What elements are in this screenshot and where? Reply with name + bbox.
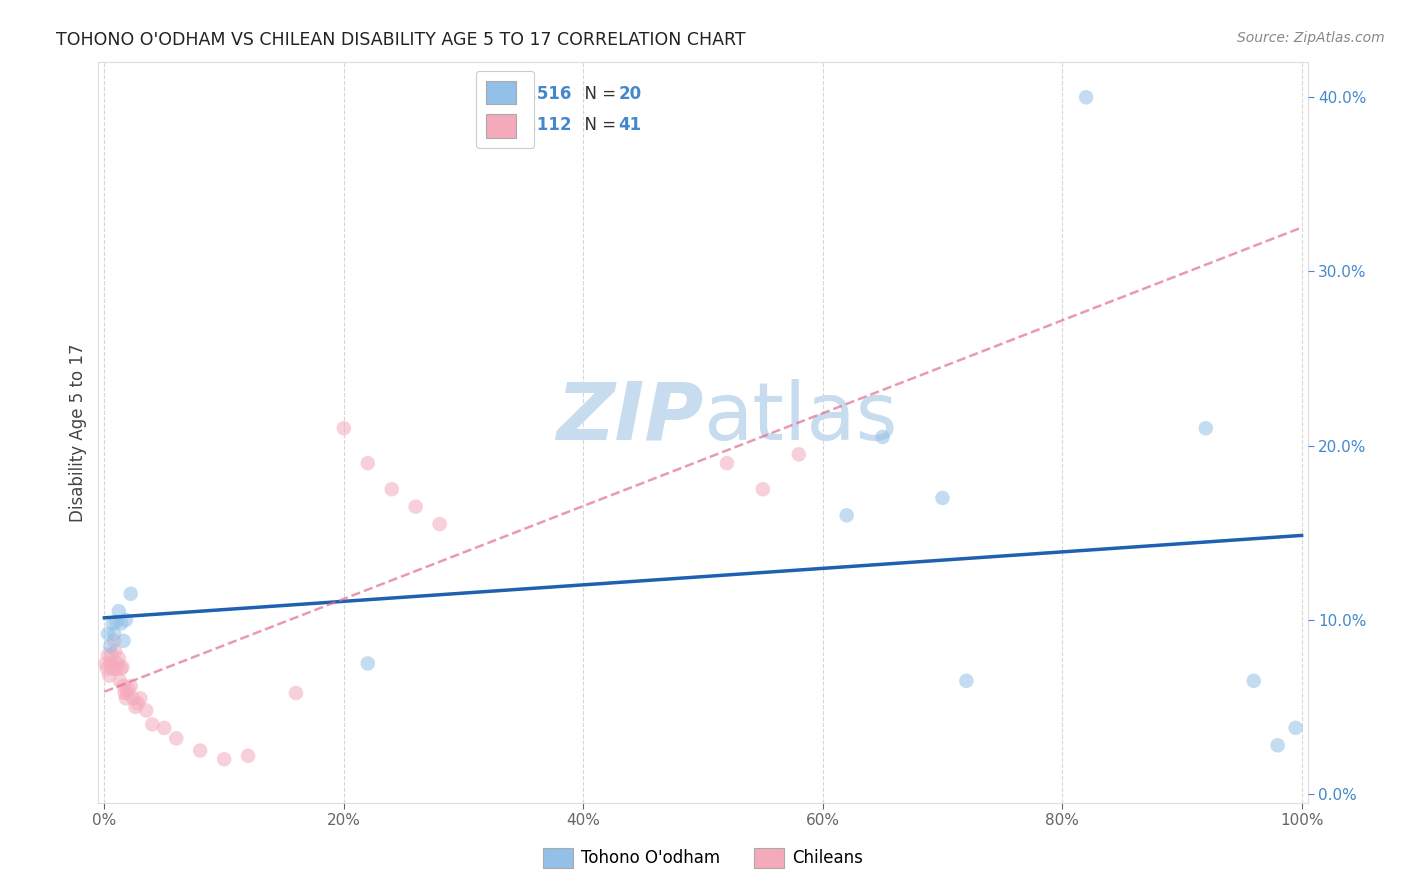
Point bbox=[188, 743, 211, 757]
Text: Source: ZipAtlas.com: Source: ZipAtlas.com bbox=[1237, 31, 1385, 45]
Point bbox=[381, 482, 404, 496]
Text: 0.112: 0.112 bbox=[519, 116, 572, 135]
Text: atlas: atlas bbox=[703, 379, 897, 457]
Point bbox=[429, 517, 451, 532]
Point bbox=[103, 627, 125, 641]
Point bbox=[115, 613, 138, 627]
Text: N =: N = bbox=[574, 116, 621, 135]
Point bbox=[165, 731, 187, 746]
Point bbox=[835, 508, 858, 523]
Point bbox=[872, 430, 894, 444]
Point bbox=[98, 668, 121, 682]
Point bbox=[108, 673, 131, 688]
Legend: Tohono O'odham, Chileans: Tohono O'odham, Chileans bbox=[536, 841, 870, 875]
Point bbox=[955, 673, 977, 688]
Text: R =: R = bbox=[482, 116, 519, 135]
Point bbox=[141, 717, 163, 731]
Point bbox=[115, 686, 138, 700]
Text: R =: R = bbox=[482, 86, 519, 103]
Point bbox=[1267, 739, 1289, 753]
Point bbox=[124, 700, 146, 714]
Point bbox=[94, 657, 117, 671]
Point bbox=[127, 697, 149, 711]
Point bbox=[716, 456, 738, 470]
Text: ZIP: ZIP bbox=[555, 379, 703, 457]
Point bbox=[752, 482, 775, 496]
Point bbox=[97, 627, 120, 641]
Legend: , : , bbox=[475, 70, 534, 148]
Point bbox=[153, 721, 176, 735]
Point bbox=[112, 679, 135, 693]
Text: TOHONO O'ODHAM VS CHILEAN DISABILITY AGE 5 TO 17 CORRELATION CHART: TOHONO O'ODHAM VS CHILEAN DISABILITY AGE… bbox=[56, 31, 745, 49]
Point bbox=[103, 633, 125, 648]
Point bbox=[1195, 421, 1218, 435]
Point bbox=[110, 616, 132, 631]
Point bbox=[787, 447, 810, 461]
Point bbox=[107, 657, 129, 671]
Point bbox=[129, 691, 152, 706]
Point bbox=[333, 421, 356, 435]
Point bbox=[114, 686, 136, 700]
Point bbox=[96, 662, 118, 676]
Point bbox=[1284, 721, 1306, 735]
Point bbox=[97, 648, 120, 662]
Text: 20: 20 bbox=[619, 86, 641, 103]
Point bbox=[110, 662, 132, 676]
Point bbox=[100, 639, 122, 653]
Point bbox=[105, 615, 128, 629]
Y-axis label: Disability Age 5 to 17: Disability Age 5 to 17 bbox=[69, 343, 87, 522]
Point bbox=[405, 500, 427, 514]
Point bbox=[931, 491, 953, 505]
Point bbox=[1243, 673, 1265, 688]
Point bbox=[111, 660, 134, 674]
Point bbox=[107, 651, 129, 665]
Point bbox=[100, 657, 122, 671]
Text: 0.516: 0.516 bbox=[519, 86, 572, 103]
Point bbox=[236, 748, 259, 763]
Point bbox=[107, 604, 129, 618]
Point bbox=[101, 662, 124, 676]
Point bbox=[120, 679, 142, 693]
Point bbox=[105, 662, 128, 676]
Point bbox=[104, 644, 127, 658]
Point bbox=[101, 616, 124, 631]
Point bbox=[357, 657, 380, 671]
Point bbox=[112, 633, 135, 648]
Point bbox=[284, 686, 307, 700]
Point bbox=[115, 691, 138, 706]
Point bbox=[1074, 90, 1097, 104]
Point bbox=[135, 703, 157, 717]
Point bbox=[357, 456, 380, 470]
Point bbox=[212, 752, 235, 766]
Text: N =: N = bbox=[574, 86, 621, 103]
Point bbox=[122, 691, 145, 706]
Point bbox=[117, 682, 139, 697]
Point bbox=[100, 648, 122, 662]
Text: 41: 41 bbox=[619, 116, 641, 135]
Point bbox=[120, 587, 142, 601]
